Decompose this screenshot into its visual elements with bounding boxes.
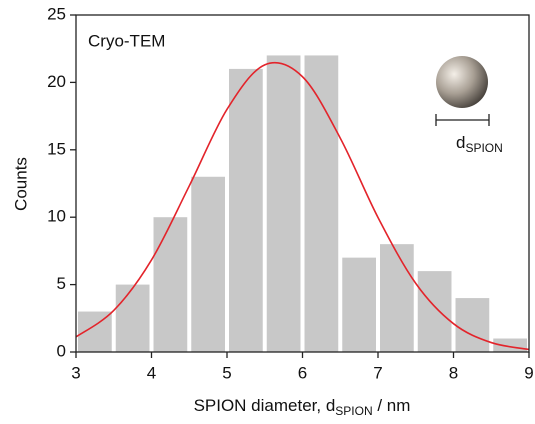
scale-bar	[435, 114, 490, 126]
bar	[417, 271, 452, 352]
bar	[229, 68, 263, 353]
bar	[380, 244, 414, 352]
y-tick-label: 10	[47, 207, 66, 226]
x-label-tail: / nm	[373, 396, 411, 415]
x-tick-label: 5	[222, 363, 231, 382]
x-tick-label: 7	[373, 363, 382, 382]
y-tick-label: 0	[57, 341, 66, 360]
y-tick-label: 20	[47, 72, 66, 91]
x-label-sub: SPION	[335, 404, 372, 418]
inset-label-sub: SPION	[465, 141, 502, 155]
bar	[304, 55, 339, 352]
x-tick-label: 6	[298, 363, 307, 382]
x-tick-label: 8	[449, 363, 458, 382]
bar	[153, 217, 188, 352]
bar	[266, 55, 301, 352]
annotation: Cryo-TEM	[88, 31, 165, 50]
inset-label: dSPION	[456, 133, 503, 155]
y-tick-label: 15	[47, 139, 66, 158]
x-label-main: SPION diameter, d	[194, 396, 336, 415]
inset-label-main: d	[456, 133, 465, 152]
x-tick-label: 9	[524, 363, 533, 382]
y-tick-label: 25	[47, 4, 66, 23]
fit-curve	[75, 61, 530, 351]
bar	[115, 284, 150, 352]
bar	[455, 298, 490, 352]
bar	[191, 176, 225, 352]
x-tick-label: 3	[71, 363, 80, 382]
x-axis-label: SPION diameter, dSPION / nm	[194, 396, 411, 418]
y-axis-label: Counts	[11, 157, 30, 211]
bar	[342, 257, 376, 352]
sphere-icon	[436, 56, 488, 108]
x-tick-label: 4	[147, 363, 156, 382]
y-tick-label: 5	[57, 274, 66, 293]
